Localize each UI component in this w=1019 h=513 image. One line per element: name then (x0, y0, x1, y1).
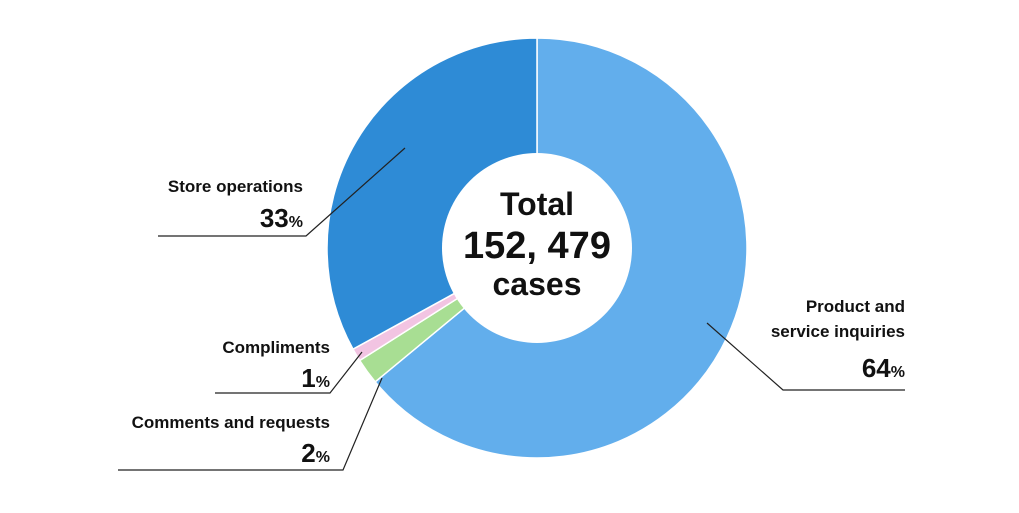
center-label-line1: Total (500, 186, 574, 222)
slice-label-0-line-1: service inquiries (771, 322, 905, 341)
center-label-total: 152, 479 (463, 225, 611, 267)
slice-value-2: 1% (301, 363, 330, 393)
slice-label-2-line-0: Compliments (222, 338, 330, 357)
leader-line-0 (706, 322, 905, 391)
center-label-line3: cases (493, 266, 582, 302)
leader-line-1 (118, 377, 383, 471)
leader-line-2 (215, 351, 363, 394)
slice-labels: Product and service inquiries 64% Comments … (118, 147, 905, 471)
slice-value-1: 2% (301, 438, 330, 468)
slice-value-0: 64% (862, 353, 905, 383)
leader-line-3 (158, 147, 406, 237)
slice-label-1-line-0: Comments and requests (132, 413, 330, 432)
donut-hole (442, 153, 632, 343)
slice-label-0-line-0: Product and (806, 297, 905, 316)
slice-label-3-line-0: Store operations (168, 177, 303, 196)
slice-value-3: 33% (260, 203, 303, 233)
